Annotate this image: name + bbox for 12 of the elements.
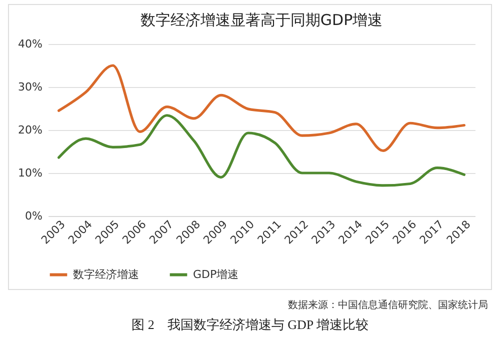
caption: 图 2 我国数字经济增速与 GDP 增速比较 xyxy=(130,316,370,334)
chart-title: 数字经济增速显著高于同期GDP增速 xyxy=(140,11,383,29)
y-tick-label: 20% xyxy=(18,124,42,136)
legend-label: GDP增速 xyxy=(193,268,239,281)
line-series xyxy=(58,114,466,187)
source-note: 数据来源：中国信息通信研究院、国家统计局 xyxy=(288,298,488,312)
y-tick-label: 10% xyxy=(18,166,42,180)
y-tick-label: 40% xyxy=(18,38,42,50)
legend-label: 数字经济增速 xyxy=(73,268,139,281)
y-tick-label: 0% xyxy=(25,210,42,222)
line-series xyxy=(58,64,466,152)
y-tick-label: 30% xyxy=(18,80,42,94)
